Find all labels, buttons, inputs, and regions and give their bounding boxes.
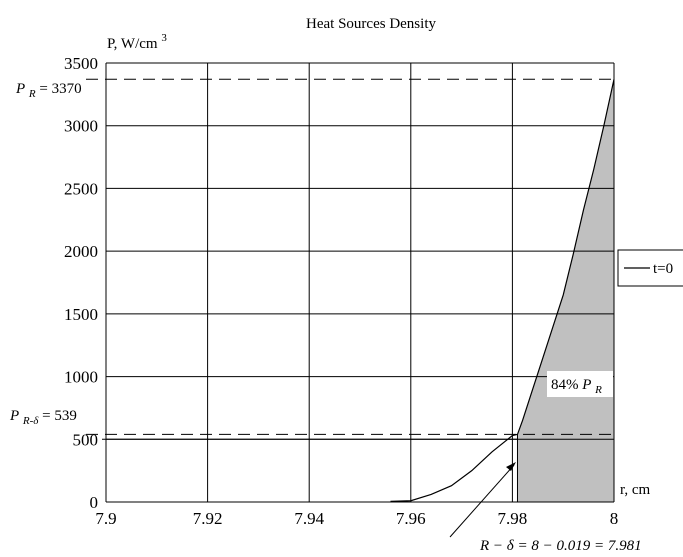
series-line-t0 xyxy=(390,79,615,502)
x-tick-label: 7.92 xyxy=(193,509,223,528)
tick-labels-layer: 7.9 7.92 7.94 7.96 7.98 8 0 500 1000 1500 2000 2500… xyxy=(64,54,618,528)
x-tick-label: 7.94 xyxy=(294,509,324,528)
legend-label-t0: t=0 xyxy=(653,261,673,277)
axes-layer xyxy=(105,62,615,503)
annotation-bottom: R − δ = 8 − 0.019 = 7.981 xyxy=(449,462,642,554)
x-axis-label: r, cm xyxy=(620,482,651,498)
y-tick-label: 500 xyxy=(73,430,99,449)
y-tick-label: 2500 xyxy=(64,179,98,198)
svg-text:R − δ = 8 − 0.019 = 7.981: R − δ = 8 − 0.019 = 7.981 xyxy=(479,538,642,554)
svg-text:84% P R: 84% P R xyxy=(551,377,602,396)
annotation-pr: P R = 3370 xyxy=(15,81,82,101)
chart-title: Heat Sources Density xyxy=(306,16,436,32)
annotation-84-percent: 84% P R xyxy=(547,371,613,397)
x-tick-label: 7.98 xyxy=(498,509,528,528)
svg-text:P, W/cm 3: P, W/cm 3 xyxy=(107,32,167,52)
annotation-arrowhead xyxy=(506,462,516,471)
x-tick-label: 7.96 xyxy=(396,509,426,528)
y-tick-label: 0 xyxy=(90,493,99,512)
svg-text:P R = 3370: P R = 3370 xyxy=(15,81,82,101)
series-layer xyxy=(390,79,615,502)
y-tick-label: 1500 xyxy=(64,305,98,324)
y-tick-label: 2000 xyxy=(64,242,98,261)
y-tick-label: 1000 xyxy=(64,368,98,387)
legend: t=0 xyxy=(617,249,683,287)
y-tick-label: 3000 xyxy=(64,117,98,136)
annotation-arrow-line xyxy=(449,464,515,538)
y-axis-label: P, W/cm 3 xyxy=(107,32,167,52)
x-tick-label: 7.9 xyxy=(95,509,116,528)
annotation-pr-delta: P R-δ = 539 xyxy=(9,408,77,428)
y-tick-label: 3500 xyxy=(64,54,98,73)
x-tick-label: 8 xyxy=(610,509,619,528)
svg-text:P R-δ = 539: P R-δ = 539 xyxy=(9,408,77,428)
reference-lines-layer xyxy=(86,78,612,502)
